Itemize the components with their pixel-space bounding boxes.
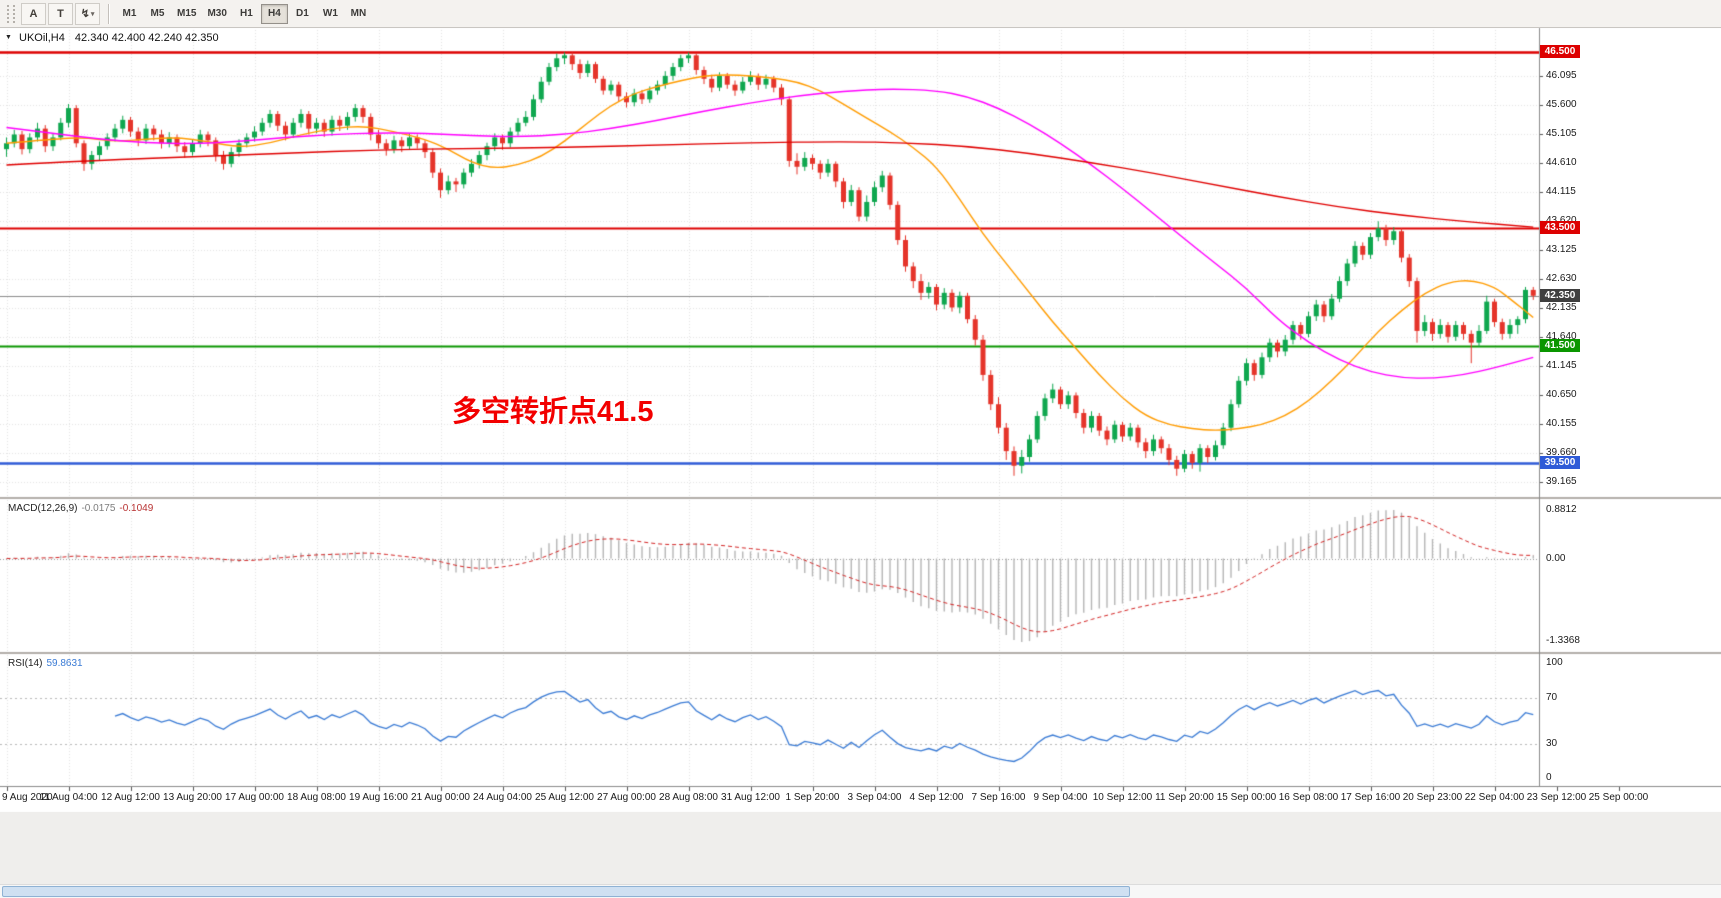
timeframe-m5-button[interactable]: M5 [144, 4, 171, 24]
text-tool-button[interactable]: T [48, 2, 73, 25]
arrows-dropdown-button[interactable]: ↯ ▾ [75, 2, 100, 25]
timeframe-d1-button[interactable]: D1 [289, 4, 316, 24]
timeframe-m30-button[interactable]: M30 [202, 4, 231, 24]
arrow-tool-button[interactable]: A [21, 2, 46, 25]
timeframe-w1-button[interactable]: W1 [317, 4, 344, 24]
toolbar-grip-icon[interactable] [7, 4, 15, 23]
timeframe-h1-button[interactable]: H1 [233, 4, 260, 24]
scrollbar-thumb[interactable] [2, 886, 1130, 897]
expand-arrow-icon[interactable]: ▼ [5, 34, 12, 41]
timeframe-h4-button[interactable]: H4 [260, 3, 288, 24]
timeframe-group: M1 M5 M15 M30 H1 H4 D1 W1 MN [116, 3, 372, 24]
arrows-tool-icon: ↯ [80, 8, 90, 20]
arrow-tool-label: A [29, 7, 38, 20]
top-toolbar: A T ↯ ▾ M1 M5 M15 M30 H1 H4 D1 W1 MN [0, 0, 1721, 28]
chevron-down-icon: ▾ [90, 10, 95, 18]
timeframe-m1-button[interactable]: M1 [116, 4, 143, 24]
toolbar-separator [108, 3, 109, 24]
bottom-strip [0, 812, 1721, 898]
timeframe-m15-button[interactable]: M15 [172, 4, 201, 24]
horizontal-scrollbar[interactable] [0, 884, 1721, 898]
text-tool-label: T [57, 7, 64, 20]
timeframe-mn-button[interactable]: MN [345, 4, 372, 24]
